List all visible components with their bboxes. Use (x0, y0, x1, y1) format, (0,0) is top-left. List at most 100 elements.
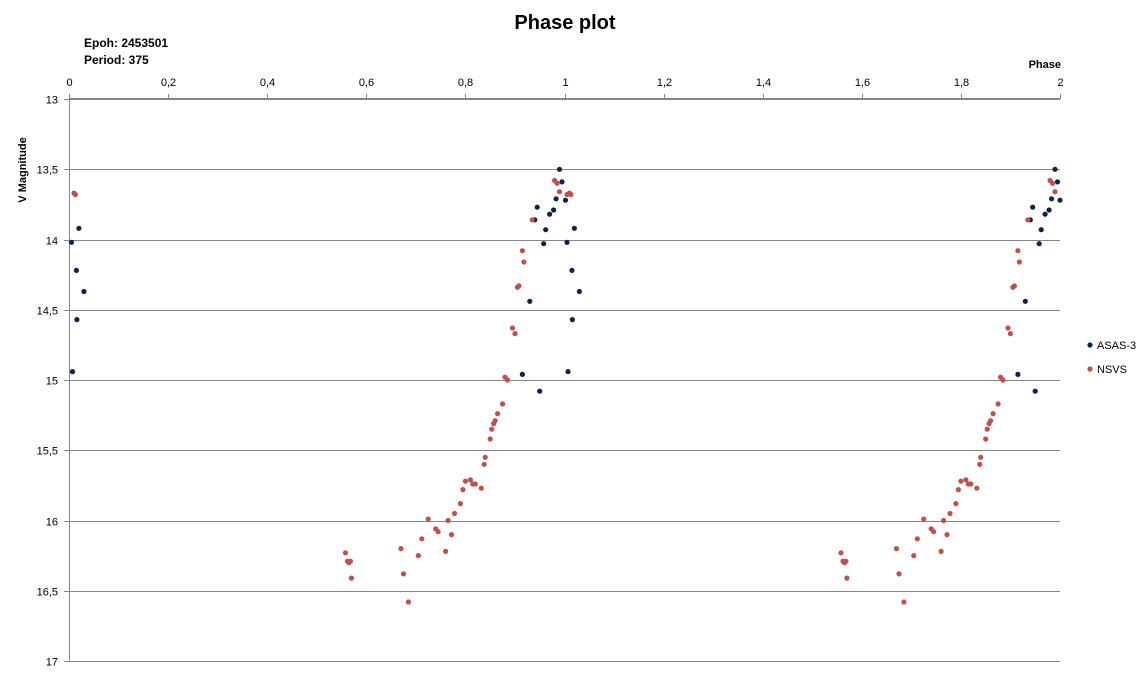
y-tick-label: 14 (46, 236, 58, 248)
data-point (462, 478, 468, 484)
data-point (1000, 377, 1006, 383)
legend-marker-asas3 (1087, 342, 1093, 348)
data-point (562, 197, 569, 203)
data-points (68, 166, 1063, 605)
gridlines (69, 99, 1060, 662)
data-point (576, 288, 583, 295)
x-tick-label: 1,8 (954, 77, 969, 89)
data-point (509, 325, 516, 331)
data-point (1052, 189, 1058, 195)
data-point (901, 599, 907, 605)
data-point (443, 548, 449, 555)
data-point (482, 454, 488, 460)
y-tick-label: 15,5 (37, 446, 58, 458)
data-point (931, 529, 937, 535)
data-point (1011, 283, 1018, 289)
data-point (963, 477, 969, 483)
y-tick-label: 15 (46, 376, 58, 388)
x-axis-label: Phase (1029, 59, 1061, 71)
data-point (534, 204, 540, 210)
data-point (556, 189, 563, 195)
x-tick-label: 0,2 (161, 77, 176, 89)
x-tick-label: 0,8 (458, 77, 473, 89)
data-point (342, 550, 349, 556)
y-tick-label: 14,5 (37, 306, 58, 318)
data-point (568, 191, 574, 198)
data-point (953, 501, 959, 507)
data-point (921, 516, 927, 522)
data-point (955, 487, 962, 493)
data-point (448, 532, 455, 538)
data-point (489, 426, 495, 432)
data-point (941, 517, 947, 524)
data-point (478, 485, 484, 491)
data-point (68, 239, 75, 245)
data-point (405, 599, 411, 605)
data-point (472, 481, 478, 487)
x-tick-label: 1 (562, 77, 568, 89)
data-point (415, 553, 421, 559)
y-tick-label: 13 (46, 95, 58, 107)
data-point (521, 259, 527, 265)
data-point (537, 388, 543, 394)
data-point (435, 529, 441, 535)
data-point (69, 369, 76, 375)
data-point (844, 575, 850, 581)
data-point (419, 536, 425, 542)
epoch-annotation: Epoh: 2453501 (84, 36, 168, 50)
data-point (896, 571, 902, 577)
data-point (1015, 371, 1021, 377)
data-point (569, 267, 575, 273)
data-point (457, 501, 463, 507)
data-point (529, 217, 535, 223)
data-point (988, 418, 994, 424)
data-point (1042, 211, 1048, 217)
data-point (492, 418, 498, 424)
data-point (944, 532, 950, 538)
data-point (1032, 388, 1038, 394)
data-point (504, 377, 511, 383)
period-annotation: Period: 375 (84, 53, 149, 67)
data-point (1025, 217, 1031, 223)
data-point (451, 510, 458, 517)
x-tick-label: 0 (66, 77, 72, 89)
data-point (516, 283, 522, 289)
legend-label-nsvs: NSVS (1097, 364, 1127, 376)
y-tick-label: 16 (46, 517, 58, 529)
data-point (481, 461, 487, 467)
data-point (1005, 325, 1011, 331)
y-tick-label: 17 (46, 657, 58, 669)
data-point (487, 436, 493, 442)
data-point (527, 298, 533, 304)
legend-label-asas3: ASAS-3 (1097, 340, 1136, 352)
data-point (460, 487, 466, 493)
data-point (425, 516, 431, 522)
data-point (495, 411, 501, 417)
data-point (1007, 331, 1014, 337)
data-point (1049, 196, 1055, 202)
data-point (547, 211, 553, 217)
data-point (977, 461, 983, 467)
x-tick-label: 1,4 (756, 77, 771, 89)
data-point (512, 331, 518, 337)
data-point (73, 267, 79, 273)
data-point (983, 436, 989, 442)
data-point (838, 550, 844, 556)
axes (64, 94, 1061, 662)
data-point (543, 227, 549, 233)
data-point (1015, 248, 1021, 254)
data-point (1038, 227, 1044, 233)
data-point (911, 553, 917, 559)
data-point (893, 546, 900, 552)
data-point (843, 558, 849, 564)
data-point (400, 571, 407, 577)
data-point (984, 426, 990, 432)
chart-title: Phase plot (514, 12, 615, 34)
series-nsvs (71, 177, 1058, 605)
data-point (958, 478, 964, 484)
data-point (995, 401, 1001, 407)
data-point (541, 241, 547, 247)
data-point (445, 517, 451, 524)
y-tick-label: 13,5 (37, 165, 58, 177)
data-point (1030, 204, 1036, 210)
